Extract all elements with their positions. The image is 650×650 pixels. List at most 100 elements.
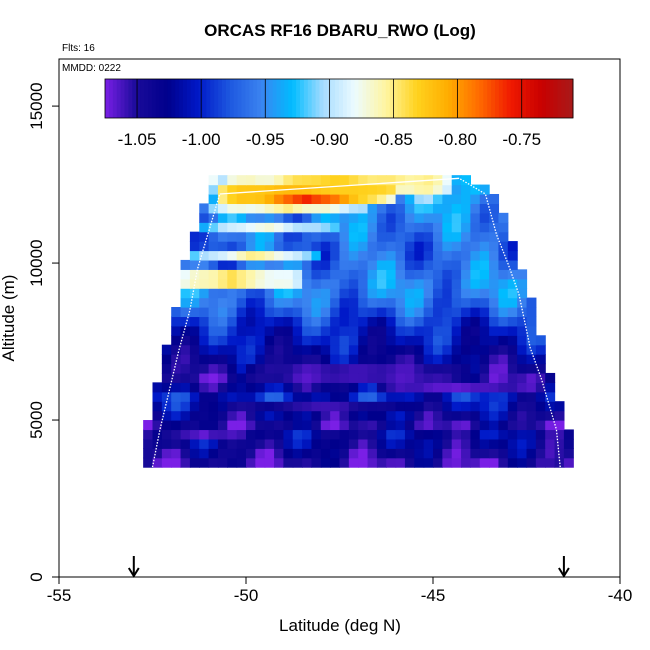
heat-cell (404, 193, 415, 205)
heat-cell (246, 429, 256, 440)
colorbar-swatch (342, 79, 348, 118)
heat-cell (283, 391, 294, 402)
heat-cell (451, 297, 462, 308)
heat-cell (376, 382, 387, 393)
heat-cell (423, 231, 434, 242)
heat-cell (479, 259, 490, 270)
heat-cell (423, 429, 434, 440)
heat-cell (414, 184, 425, 195)
heat-cell (395, 250, 406, 261)
heat-cell (433, 259, 443, 270)
heat-cell (526, 391, 537, 402)
heat-cell (348, 203, 359, 214)
heat-cell (358, 429, 369, 440)
heat-cell (255, 429, 266, 440)
heat-cell (292, 448, 303, 459)
heat-cell (302, 401, 313, 412)
colorbar-swatch (315, 79, 320, 118)
heat-cell (199, 344, 210, 355)
heat-cell (246, 297, 256, 308)
heat-cell (442, 354, 453, 365)
colorbar-swatch (409, 79, 414, 118)
heat-cell (507, 429, 518, 440)
heat-cell (358, 382, 369, 393)
heat-cell (367, 344, 378, 355)
heat-cell (535, 391, 546, 402)
heat-cell (395, 184, 406, 195)
heat-cell (255, 354, 266, 365)
heat-cell (264, 420, 275, 431)
heat-cell (404, 335, 415, 346)
heat-cell (255, 184, 266, 195)
heat-cell (180, 438, 191, 449)
heat-cell (423, 382, 434, 393)
heat-cell (264, 231, 275, 242)
heat-cell (526, 363, 537, 374)
heat-cell (330, 420, 341, 431)
heat-cell (367, 250, 378, 261)
heat-cell (433, 297, 443, 308)
heat-cell (320, 354, 331, 365)
heat-cell (535, 457, 546, 468)
heat-cell (433, 363, 443, 374)
heat-cell (498, 325, 509, 336)
heat-cell (386, 278, 397, 289)
heat-cell (180, 259, 191, 270)
colorbar-swatch (253, 79, 258, 118)
heat-cell (451, 363, 462, 374)
arrow-head (558, 567, 570, 578)
heat-cell (320, 410, 331, 421)
heat-cell (199, 354, 210, 365)
heat-cell (442, 363, 453, 374)
heat-cell (246, 335, 256, 346)
heat-cell (348, 391, 359, 402)
heat-cell (208, 420, 219, 431)
heat-cell (246, 401, 256, 412)
heat-cell (395, 316, 406, 327)
heat-cell (236, 344, 247, 355)
heat-cell (246, 175, 256, 186)
heat-cell (451, 250, 462, 261)
heat-cell (433, 316, 443, 327)
heat-cell (479, 184, 490, 195)
heat-cell (189, 231, 200, 242)
heat-cell (367, 448, 378, 459)
heat-cell (376, 269, 387, 280)
heat-cell (404, 382, 415, 393)
colorbar-swatch (475, 79, 480, 118)
colorbar-swatch (159, 79, 164, 118)
colorbar-swatch (510, 79, 515, 118)
heat-cell (311, 259, 322, 270)
heat-cell (180, 335, 191, 346)
heat-cell (283, 438, 294, 449)
heat-cell (386, 448, 397, 459)
heat-cell (255, 382, 266, 393)
heat-cell (302, 278, 313, 289)
heat-cell (386, 316, 397, 327)
heat-cell (199, 316, 210, 327)
heat-cell (208, 354, 219, 365)
heat-cell (386, 335, 397, 346)
heat-cell (563, 457, 574, 468)
heat-cell (414, 269, 425, 280)
heat-cell (227, 410, 238, 421)
date-label: MMDD: 0222 (62, 63, 121, 74)
colorbar-swatch (456, 79, 461, 118)
heat-cell (517, 297, 528, 308)
heat-cell (217, 344, 228, 355)
heat-cell (143, 438, 154, 449)
heat-cell (264, 372, 275, 383)
heat-cell (479, 448, 490, 459)
heat-cell (236, 184, 247, 195)
heat-cell (348, 307, 359, 318)
colorbar-swatch (179, 79, 184, 118)
heat-cell (367, 372, 378, 383)
heat-cell (414, 297, 425, 308)
heat-cell (517, 401, 528, 412)
colorbar-swatch (444, 79, 449, 118)
heat-cell (339, 184, 350, 195)
heat-cell (339, 212, 350, 223)
heat-cell (442, 222, 453, 233)
heat-cell (404, 344, 415, 355)
heat-cell (433, 288, 443, 299)
